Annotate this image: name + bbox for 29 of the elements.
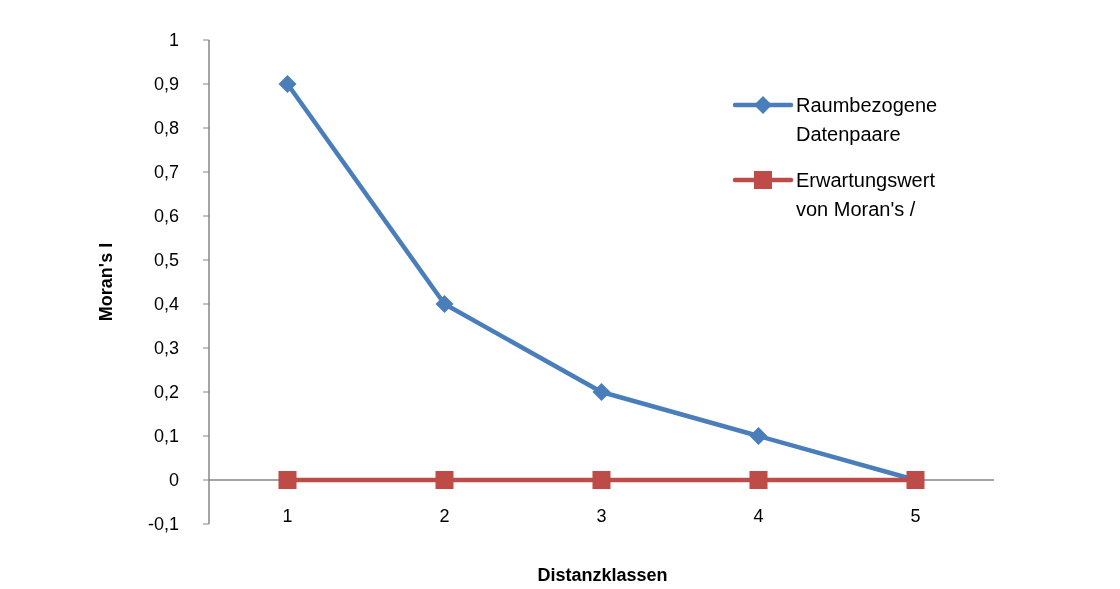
x-tick-label: 1 bbox=[282, 506, 293, 526]
y-tick-label: 0 bbox=[168, 470, 179, 491]
point bbox=[592, 383, 611, 401]
x-tick-label: 3 bbox=[596, 506, 607, 526]
x-tick-label: 4 bbox=[753, 506, 764, 526]
y-tick-label: 0,9 bbox=[153, 74, 179, 95]
y-axis-title: Moran's I bbox=[96, 242, 116, 322]
point bbox=[749, 471, 768, 489]
point bbox=[435, 471, 454, 489]
y-tick-label: 0,7 bbox=[153, 162, 179, 183]
point bbox=[592, 471, 611, 489]
y-tick-label: 0,1 bbox=[153, 426, 179, 447]
x-tick-label: 2 bbox=[439, 506, 450, 526]
point bbox=[749, 427, 768, 445]
x-axis-title: Distanzklassen bbox=[537, 565, 668, 585]
point bbox=[278, 471, 297, 489]
y-tick-label: -0,1 bbox=[147, 514, 179, 535]
legend-label: Erwartungswert von Moran's / bbox=[796, 169, 936, 220]
y-tick-label: 0,6 bbox=[153, 206, 179, 227]
y-tick-label: 1 bbox=[168, 30, 179, 51]
y-tick-label: 0,8 bbox=[153, 118, 179, 139]
y-tick-label: 0,5 bbox=[153, 250, 179, 271]
point bbox=[278, 75, 297, 93]
y-tick-label: 0,4 bbox=[153, 294, 179, 315]
y-tick-label: 0,2 bbox=[153, 382, 179, 403]
y-tick-label: 0,3 bbox=[153, 338, 179, 359]
legend-label: Raumbezogene Datenpaare bbox=[796, 94, 938, 145]
point bbox=[435, 295, 454, 313]
x-tick-label: 5 bbox=[910, 506, 921, 526]
